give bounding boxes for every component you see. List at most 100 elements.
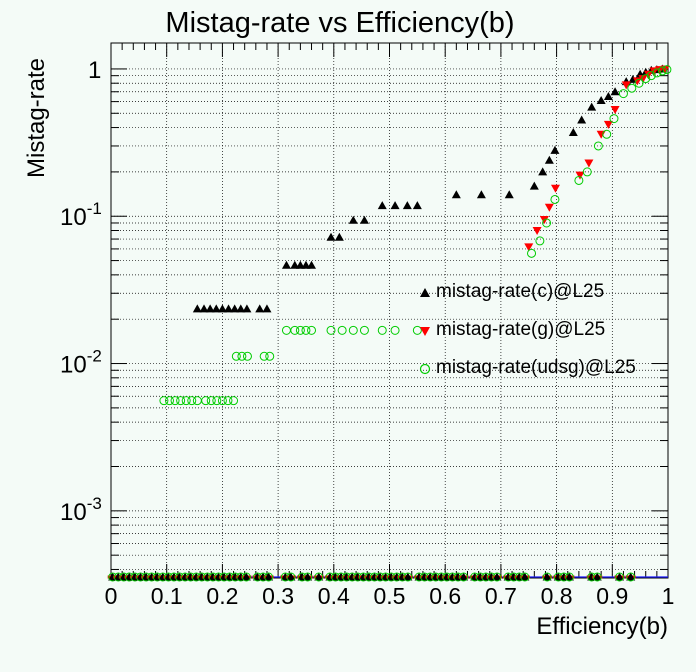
- data-point: [602, 129, 612, 139]
- data-point: [205, 304, 215, 313]
- baseline-green-marker: [286, 572, 296, 582]
- data-point: [199, 304, 209, 313]
- baseline-green-marker: [564, 572, 574, 582]
- data-point: [262, 304, 272, 313]
- series-0: [192, 64, 667, 313]
- data-point: [307, 325, 317, 335]
- data-point: [290, 325, 300, 335]
- data-point: [224, 304, 234, 313]
- data-point: [223, 396, 233, 406]
- baseline-black-marker: [403, 572, 413, 581]
- data-point: [242, 304, 252, 313]
- data-point: [542, 218, 552, 228]
- baseline-green-marker: [403, 572, 413, 582]
- data-point: [211, 304, 221, 313]
- data-point: [217, 304, 227, 313]
- data-point: [544, 203, 554, 212]
- data-point: [390, 201, 400, 210]
- data-point: [236, 304, 246, 313]
- data-point: [412, 201, 422, 210]
- data-points: [159, 64, 672, 406]
- data-point: [652, 68, 662, 78]
- legend-label-udsg: mistag-rate(udsg)@L25: [436, 357, 636, 378]
- data-point: [181, 396, 191, 406]
- data-point: [587, 102, 597, 111]
- y-axis-label: Mistag-rate: [23, 58, 50, 178]
- x-tick-label: 0.3: [262, 583, 294, 609]
- legend-label-c: mistag-rate(c)@L25: [436, 281, 605, 302]
- chart-title: Mistag-rate vs Efficiency(b): [165, 7, 514, 39]
- data-point: [550, 194, 560, 204]
- data-point: [535, 236, 545, 246]
- y-tick-label: 10-1: [60, 199, 102, 231]
- data-point: [348, 215, 358, 224]
- data-point: [242, 351, 252, 361]
- data-point: [307, 260, 317, 269]
- data-point: [527, 248, 537, 258]
- x-axis-label: Efficiency(b): [536, 613, 668, 640]
- data-point: [337, 325, 347, 335]
- data-point: [610, 106, 620, 115]
- green-open-circle-icon: [419, 363, 431, 375]
- legend-item-c: mistag-rate(c)@L25: [418, 280, 668, 318]
- data-point: [529, 181, 539, 190]
- red-triangle-down-icon: [420, 327, 430, 336]
- data-point: [641, 74, 651, 84]
- data-point: [544, 155, 554, 164]
- data-point: [634, 78, 644, 88]
- baseline-black-marker: [241, 572, 251, 581]
- x-tick-label: 0.8: [541, 583, 573, 609]
- data-point: [170, 396, 180, 406]
- data-point: [255, 304, 265, 313]
- data-point: [610, 87, 620, 96]
- y-tick-label: 10-3: [60, 494, 102, 526]
- data-point: [237, 351, 247, 361]
- data-point: [230, 304, 240, 313]
- data-point: [568, 128, 578, 137]
- data-point: [295, 325, 305, 335]
- legend-item-udsg: mistag-rate(udsg)@L25: [418, 356, 668, 394]
- data-point: [618, 89, 628, 99]
- x-tick-label: 0.9: [596, 583, 628, 609]
- data-point: [164, 396, 174, 406]
- data-point: [359, 215, 369, 224]
- data-point: [627, 83, 637, 93]
- x-tick-label: 0.2: [206, 583, 238, 609]
- data-point: [359, 325, 369, 335]
- x-tick-label: 0.6: [429, 583, 461, 609]
- data-point: [229, 396, 239, 406]
- baseline-green-marker: [303, 572, 313, 582]
- data-point: [377, 201, 387, 210]
- baseline-green-marker: [492, 572, 502, 582]
- baseline-black-marker: [615, 572, 625, 581]
- x-tick-label: 0.7: [485, 583, 517, 609]
- legend-item-g: mistag-rate(g)@L25: [418, 318, 668, 356]
- data-point: [176, 396, 186, 406]
- data-point: [574, 175, 584, 185]
- series-2: [159, 65, 672, 406]
- data-point: [301, 325, 311, 335]
- data-point: [348, 325, 358, 335]
- baseline-markers: [107, 572, 668, 582]
- data-point: [334, 232, 344, 241]
- data-point: [575, 171, 585, 180]
- axes: 0 0.1 0.2 0.3 0.4 0.5 0.6 0.7 0.8 0.9 1 1 10-1 10-2 10…: [60, 43, 674, 609]
- legend: mistag-rate(c)@L25 mistag-rate(g)@L25 mi…: [418, 280, 668, 394]
- data-point: [621, 81, 631, 90]
- baseline-black-marker: [564, 572, 574, 581]
- data-point: [159, 396, 169, 406]
- baseline-black-marker: [592, 572, 602, 581]
- baseline-black-marker: [303, 572, 313, 581]
- baseline-green-marker: [615, 572, 625, 582]
- baseline-black-marker: [542, 572, 552, 581]
- data-point: [532, 227, 542, 236]
- data-point: [326, 325, 336, 335]
- baseline-green-marker: [542, 572, 552, 582]
- data-point: [476, 190, 486, 199]
- baseline-green-marker: [592, 572, 602, 582]
- data-point: [377, 325, 387, 335]
- data-point: [206, 396, 216, 406]
- data-point: [504, 190, 514, 199]
- data-point: [550, 145, 560, 154]
